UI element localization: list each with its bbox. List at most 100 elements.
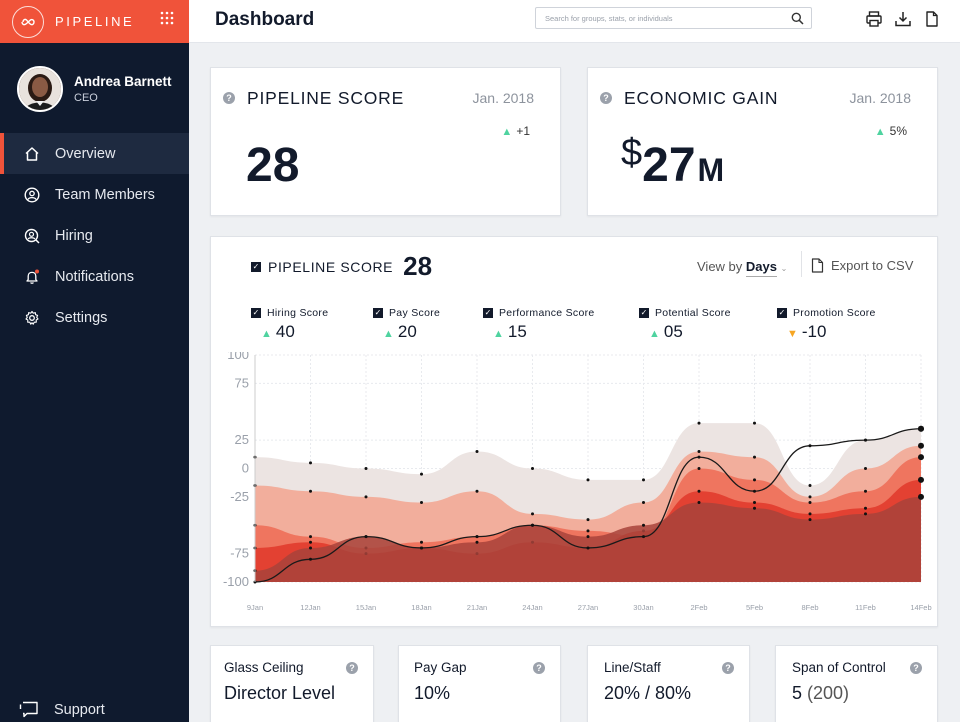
data-point — [420, 472, 423, 476]
data-point — [864, 506, 867, 510]
data-point — [309, 461, 312, 465]
trend-up-icon: ▲ — [874, 126, 886, 138]
data-point — [475, 449, 479, 453]
chevron-down-icon: ⌄ — [780, 264, 788, 273]
checkbox-checked-icon[interactable]: ✓ — [251, 261, 261, 272]
x-tick-label: 30Jan — [633, 603, 653, 612]
search-input[interactable] — [545, 13, 780, 23]
sidebar-item-overview[interactable]: Overview — [0, 133, 189, 174]
search-icon[interactable] — [791, 12, 804, 30]
help-icon[interactable]: ? — [600, 92, 612, 104]
data-point — [364, 467, 368, 470]
avatar — [17, 66, 63, 112]
help-icon[interactable]: ? — [533, 662, 545, 674]
data-point — [586, 478, 590, 482]
help-icon[interactable]: ? — [722, 662, 734, 674]
checkbox-checked-icon[interactable]: ✓ — [639, 308, 649, 318]
checkbox-checked-icon[interactable]: ✓ — [777, 308, 787, 318]
document-icon[interactable] — [923, 10, 941, 28]
trend-up-icon: ▲ — [261, 328, 272, 340]
user-profile[interactable]: Andrea Barnett CEO — [17, 66, 172, 112]
support-link[interactable]: Support — [0, 697, 189, 722]
stat-card-glass-ceiling: Glass Ceiling ? Director Level — [210, 645, 374, 722]
checkbox-checked-icon[interactable]: ✓ — [251, 308, 261, 318]
view-by-select[interactable]: View by Days ⌄ — [697, 259, 788, 277]
trend-down-icon: ▼ — [787, 328, 798, 340]
pipeline-area-chart[interactable]: 100 75 25 0 -25 -75 -100 9Jan 12Jan 15Jan 18Jan 21J… — [211, 352, 937, 622]
y-tick-label: 75 — [235, 375, 249, 390]
line-point — [808, 444, 812, 448]
help-icon[interactable]: ? — [223, 92, 235, 104]
y-tick-label: 25 — [235, 432, 249, 447]
stat-card-pay-gap: Pay Gap ? 10% — [398, 645, 561, 722]
apps-grid-icon[interactable] — [160, 11, 174, 25]
data-point — [753, 455, 756, 459]
line-point — [753, 489, 756, 493]
y-tick-label: -100 — [223, 574, 249, 589]
line-point — [918, 425, 924, 432]
checkbox-checked-icon[interactable]: ✓ — [483, 308, 493, 318]
currency-symbol: $ — [621, 132, 643, 174]
stat-card-span-of-control: Span of Control ? 5 (200) — [775, 645, 938, 722]
user-role: CEO — [74, 92, 98, 104]
data-point — [642, 478, 645, 482]
user-name: Andrea Barnett — [74, 74, 172, 89]
data-point — [697, 449, 701, 453]
data-point — [864, 489, 867, 493]
divider — [801, 251, 802, 277]
subscore-promotion[interactable]: ✓ Promotion Score ▼ -10 — [777, 307, 876, 341]
sidebar-nav: Overview Team Members Hiring Notificatio… — [0, 133, 189, 338]
data-point — [753, 421, 756, 425]
area-series — [255, 496, 921, 582]
stat-value: 20% / 80% — [604, 683, 692, 703]
data-point — [808, 501, 812, 505]
data-point — [918, 454, 924, 461]
subscore-pay[interactable]: ✓ Pay Score ▲ 20 — [373, 307, 441, 341]
subscore-performance[interactable]: ✓ Performance Score ▲ 15 — [483, 307, 595, 341]
x-tick-label: 9Jan — [247, 603, 263, 612]
y-tick-label: -75 — [230, 546, 249, 561]
home-icon — [23, 145, 41, 163]
download-icon[interactable] — [894, 10, 912, 28]
sidebar-item-notifications[interactable]: Notifications — [0, 256, 189, 297]
brand-name: PIPELINE — [55, 14, 135, 29]
card-title: ECONOMIC GAIN — [624, 88, 779, 108]
chart-score: 28 — [403, 251, 433, 281]
x-tick-label: 12Jan — [300, 603, 320, 612]
data-point — [642, 501, 645, 505]
sidebar-item-settings[interactable]: Settings — [0, 297, 189, 338]
subscore-hiring[interactable]: ✓ Hiring Score ▲ 40 — [251, 307, 329, 341]
line-point — [531, 523, 534, 527]
gear-icon — [23, 309, 41, 327]
sidebar-item-team-members[interactable]: Team Members — [0, 174, 189, 215]
data-point — [753, 501, 756, 505]
export-csv-button[interactable]: Export to CSV — [811, 258, 913, 273]
sidebar: PIPELINE Andrea Barnett CEO — [0, 0, 189, 722]
line-point — [364, 535, 368, 539]
print-icon[interactable] — [865, 10, 883, 28]
kpi-unit: M — [697, 152, 725, 188]
x-tick-label: 14Feb — [910, 603, 931, 612]
person-search-icon — [23, 227, 41, 245]
data-point — [309, 489, 312, 493]
subscore-potential[interactable]: ✓ Potential Score ▲ 05 — [639, 307, 731, 341]
data-point — [808, 495, 812, 499]
page-title: Dashboard — [215, 9, 315, 30]
sidebar-item-label: Overview — [55, 145, 116, 162]
bell-icon — [23, 268, 41, 286]
data-point — [918, 476, 924, 483]
data-point — [309, 540, 312, 544]
stat-label: Line/Staff — [604, 660, 661, 675]
line-point — [586, 546, 590, 550]
sidebar-item-hiring[interactable]: Hiring — [0, 215, 189, 256]
data-point — [586, 529, 590, 533]
checkbox-checked-icon[interactable]: ✓ — [373, 308, 383, 318]
card-date: Jan. 2018 — [472, 90, 535, 106]
trend-delta: ▲ 5% — [874, 124, 907, 138]
infinity-logo-icon[interactable] — [12, 5, 44, 38]
trend-up-icon: ▲ — [383, 328, 394, 340]
stat-value: Director Level — [224, 683, 336, 703]
help-icon[interactable]: ? — [910, 662, 922, 674]
help-icon[interactable]: ? — [346, 662, 358, 674]
search-box[interactable] — [535, 7, 812, 29]
